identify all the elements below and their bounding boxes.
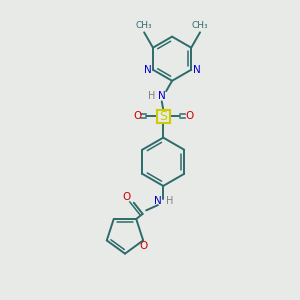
- Text: O: O: [133, 111, 141, 121]
- Text: CH₃: CH₃: [136, 21, 152, 30]
- Text: O: O: [123, 192, 131, 202]
- Bar: [157, 110, 170, 123]
- Text: CH₃: CH₃: [192, 21, 208, 30]
- Text: H: H: [166, 196, 173, 206]
- Text: H: H: [148, 91, 155, 100]
- Text: N: N: [193, 65, 200, 75]
- Text: N: N: [154, 196, 162, 206]
- Text: S: S: [159, 110, 167, 123]
- Text: N: N: [144, 65, 152, 75]
- Text: O: O: [185, 111, 194, 121]
- Text: N: N: [158, 91, 166, 100]
- Text: O: O: [140, 241, 148, 251]
